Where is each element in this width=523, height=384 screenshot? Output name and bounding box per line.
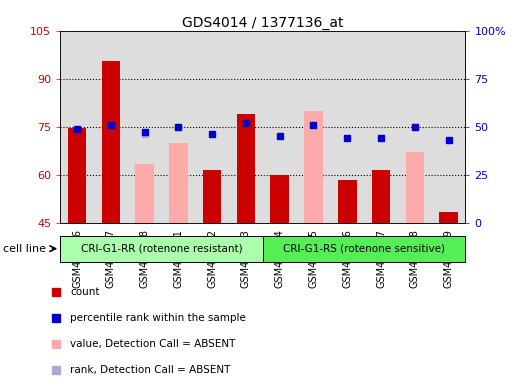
Bar: [128, 31, 162, 223]
Bar: [94, 31, 128, 223]
Bar: [229, 31, 263, 223]
Text: rank, Detection Call = ABSENT: rank, Detection Call = ABSENT: [70, 365, 231, 375]
Bar: [236, 114, 255, 223]
Bar: [364, 31, 398, 223]
Bar: [169, 143, 188, 223]
Bar: [405, 152, 424, 223]
Bar: [270, 175, 289, 223]
Bar: [101, 61, 120, 223]
Text: value, Detection Call = ABSENT: value, Detection Call = ABSENT: [70, 339, 235, 349]
Bar: [331, 31, 364, 223]
Bar: [263, 236, 465, 262]
Bar: [263, 31, 297, 223]
Text: percentile rank within the sample: percentile rank within the sample: [70, 313, 246, 323]
Bar: [398, 31, 431, 223]
Text: cell line: cell line: [3, 243, 46, 254]
Bar: [68, 128, 86, 223]
Text: count: count: [70, 287, 99, 297]
Bar: [60, 31, 94, 223]
Bar: [431, 31, 465, 223]
Bar: [439, 212, 458, 223]
Bar: [297, 31, 331, 223]
Bar: [162, 31, 195, 223]
Text: CRI-G1-RR (rotenone resistant): CRI-G1-RR (rotenone resistant): [81, 243, 242, 254]
Bar: [195, 31, 229, 223]
Bar: [338, 180, 357, 223]
Bar: [203, 170, 221, 223]
Title: GDS4014 / 1377136_at: GDS4014 / 1377136_at: [182, 16, 344, 30]
Bar: [304, 111, 323, 223]
Bar: [135, 164, 154, 223]
Text: CRI-G1-RS (rotenone sensitive): CRI-G1-RS (rotenone sensitive): [283, 243, 445, 254]
Bar: [372, 170, 390, 223]
Bar: [60, 236, 263, 262]
